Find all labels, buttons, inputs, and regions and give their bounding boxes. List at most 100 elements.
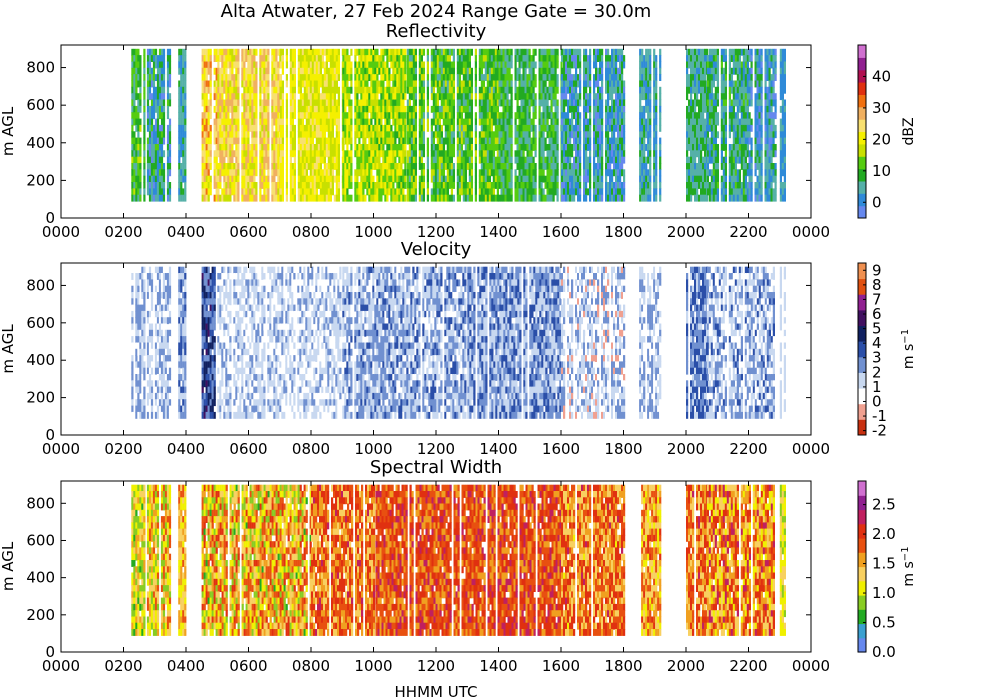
heatmap-cell — [311, 105, 314, 113]
heatmap-cell — [480, 118, 483, 126]
heatmap-cell — [331, 182, 334, 189]
heatmap-cell — [289, 112, 292, 120]
heatmap-cell — [223, 99, 226, 107]
heatmap-cell — [434, 163, 437, 170]
heatmap-cell — [595, 80, 598, 88]
heatmap-cell — [402, 55, 405, 62]
heatmap-cell — [348, 61, 351, 69]
heatmap-cell — [277, 188, 280, 196]
heatmap-cell — [305, 169, 308, 177]
heatmap-cell — [544, 55, 547, 62]
heatmap-cell — [201, 175, 204, 183]
heatmap-cell — [532, 74, 535, 81]
heatmap-cell — [291, 169, 294, 177]
heatmap-cell — [601, 188, 604, 196]
heatmap-cell — [297, 156, 300, 164]
heatmap-cell — [442, 48, 445, 56]
heatmap-cell — [577, 93, 580, 101]
heatmap-cell — [152, 86, 156, 94]
heatmap-cell — [482, 137, 485, 145]
heatmap-cell — [418, 163, 421, 170]
heatmap-cell — [333, 144, 336, 151]
heatmap-cell — [380, 74, 383, 81]
heatmap-cell — [255, 163, 258, 170]
heatmap-cell — [255, 169, 258, 177]
heatmap-cell — [364, 163, 367, 170]
heatmap-cell — [213, 194, 216, 202]
heatmap-cell — [530, 67, 533, 75]
heatmap-cell — [518, 55, 521, 62]
heatmap-cell — [518, 86, 521, 94]
heatmap-cell — [621, 182, 624, 189]
heatmap-cell — [446, 112, 449, 120]
heatmap-cell — [532, 55, 535, 62]
heatmap-cell — [166, 112, 170, 120]
heatmap-cell — [643, 93, 646, 101]
heatmap-cell — [524, 93, 527, 101]
heatmap-cell — [245, 112, 248, 120]
heatmap-cell — [327, 74, 330, 81]
heatmap-cell — [162, 86, 166, 94]
heatmap-cell — [422, 74, 425, 81]
heatmap-cell — [502, 67, 505, 75]
heatmap-cell — [321, 55, 324, 62]
heatmap-cell — [388, 175, 391, 183]
heatmap-cell — [563, 194, 566, 202]
heatmap-cell — [623, 61, 626, 69]
heatmap-cell — [450, 163, 453, 170]
heatmap-cell — [597, 93, 600, 101]
heatmap-cell — [593, 86, 596, 94]
heatmap-cell — [410, 48, 413, 56]
heatmap-cell — [534, 124, 537, 132]
heatmap-cell — [420, 74, 423, 81]
heatmap-cell — [613, 112, 616, 120]
heatmap-cell — [450, 182, 453, 189]
heatmap-cell — [444, 156, 447, 164]
heatmap-cell — [446, 156, 449, 164]
heatmap-cell — [528, 156, 531, 164]
heatmap-cell — [496, 182, 499, 189]
heatmap-cell — [384, 112, 387, 120]
heatmap-cell — [412, 86, 415, 94]
heatmap-cell — [542, 80, 545, 88]
heatmap-cell — [392, 67, 395, 75]
heatmap-cell — [528, 61, 531, 69]
heatmap-cell — [152, 93, 156, 101]
heatmap-cell — [329, 61, 332, 69]
heatmap-cell — [623, 80, 626, 88]
heatmap-cell — [492, 118, 495, 126]
heatmap-cell — [520, 144, 523, 151]
heatmap-cell — [247, 48, 250, 56]
heatmap-cell — [303, 124, 306, 132]
heatmap-cell — [468, 182, 471, 189]
heatmap-cell — [494, 80, 497, 88]
heatmap-cell — [615, 105, 618, 113]
heatmap-cell — [420, 150, 423, 158]
heatmap-cell — [649, 99, 652, 107]
heatmap-cell — [313, 131, 316, 139]
heatmap-cell — [382, 188, 385, 196]
heatmap-cell — [554, 112, 557, 120]
heatmap-cell — [344, 93, 347, 101]
heatmap-cell — [524, 188, 527, 196]
heatmap-cell — [205, 80, 208, 88]
heatmap-cell — [563, 80, 566, 88]
heatmap-cell — [605, 48, 608, 56]
heatmap-cell — [263, 150, 266, 158]
heatmap-cell — [496, 105, 499, 113]
heatmap-cell — [368, 86, 371, 94]
heatmap-cell — [150, 48, 154, 56]
heatmap-cell — [227, 61, 230, 69]
heatmap-cell — [548, 175, 551, 183]
heatmap-cell — [182, 124, 185, 132]
heatmap-cell — [289, 74, 292, 81]
heatmap-cell — [325, 93, 328, 101]
heatmap-cell — [344, 175, 347, 183]
heatmap-cell — [508, 99, 511, 107]
heatmap-cell — [528, 169, 531, 177]
heatmap-cell — [289, 105, 292, 113]
heatmap-cell — [645, 48, 648, 56]
heatmap-cell — [573, 156, 576, 164]
heatmap-cell — [430, 156, 433, 164]
heatmap-cell — [323, 86, 326, 94]
